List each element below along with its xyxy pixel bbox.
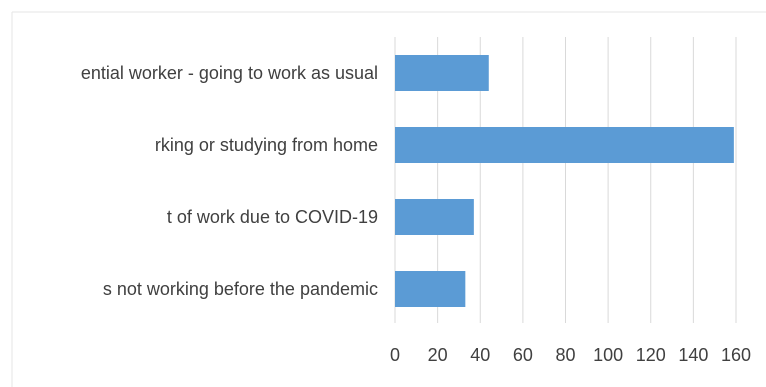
bar: [395, 199, 474, 235]
category-label: t of work due to COVID-19: [167, 207, 378, 227]
bar: [395, 271, 466, 307]
x-tick-label: 160: [721, 345, 751, 365]
bars: [395, 55, 734, 307]
x-tick-label: 60: [513, 345, 533, 365]
x-tick-label: 120: [636, 345, 666, 365]
x-tick-label: 140: [678, 345, 708, 365]
x-tick-label: 20: [428, 345, 448, 365]
bar: [395, 127, 734, 163]
category-labels: ential worker - going to work as usual rk…: [81, 63, 378, 299]
x-tick-label: 100: [593, 345, 623, 365]
bar: [395, 55, 489, 91]
x-tick-label: 80: [555, 345, 575, 365]
x-tick-labels: 0 20 40 60 80 100 120 140 160: [390, 345, 751, 365]
x-tick-label: 0: [390, 345, 400, 365]
x-tick-label: 40: [470, 345, 490, 365]
category-label: rking or studying from home: [155, 135, 378, 155]
category-label: s not working before the pandemic: [103, 279, 378, 299]
category-label: ential worker - going to work as usual: [81, 63, 378, 83]
